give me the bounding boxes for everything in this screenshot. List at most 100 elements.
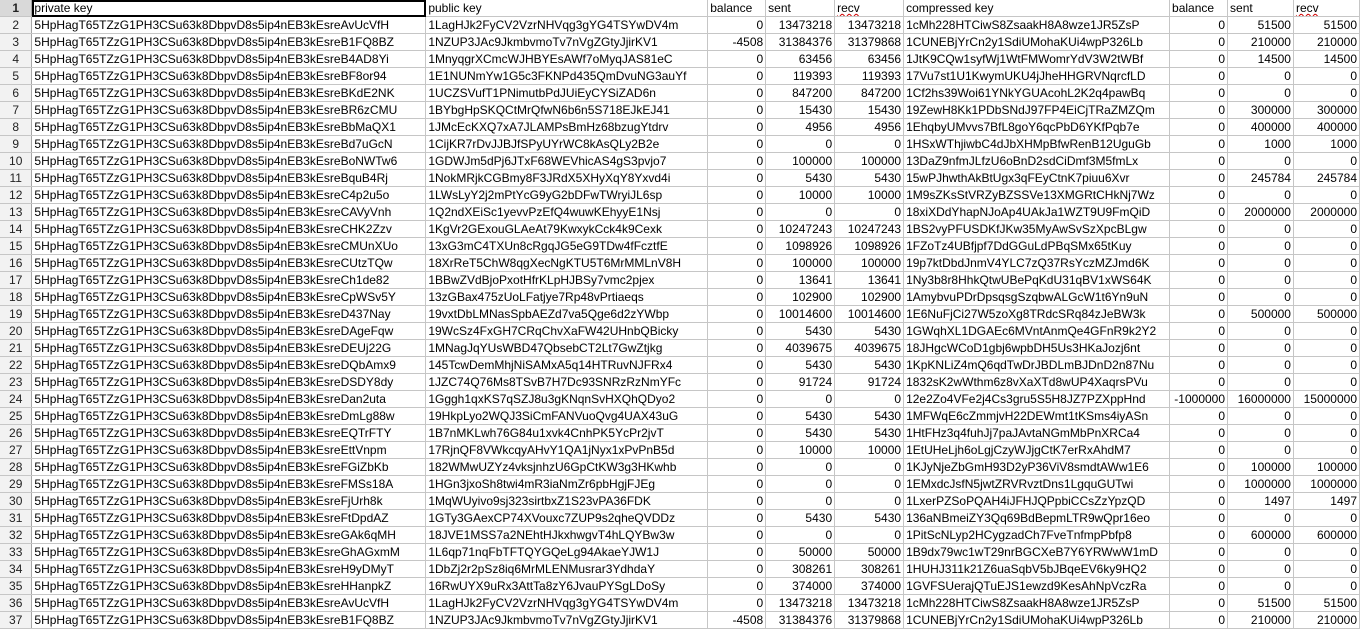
row-number[interactable]: 32 xyxy=(0,526,33,544)
public-key-cell[interactable]: 1LWsLyY2j2mPtYcG9yG2bDFwTWryiJL6sp xyxy=(425,186,709,204)
compressed-sent-cell[interactable]: 1497 xyxy=(1227,492,1294,510)
compressed-recv-cell[interactable]: 1000000 xyxy=(1293,475,1360,493)
compressed-balance-cell[interactable]: 0 xyxy=(1169,509,1229,527)
compressed-recv-cell[interactable]: 1000 xyxy=(1293,135,1360,153)
compressed-key-cell[interactable]: 1832sK2wWthm6z8vXaXTd8wUP4XaqrsPVu xyxy=(903,373,1171,391)
private-key-cell[interactable]: 5HpHagT65TZzG1PH3CSu63k8DbpvD8s5ip4nEB3k… xyxy=(31,305,427,323)
compressed-sent-cell[interactable]: 0 xyxy=(1227,543,1294,561)
compressed-balance-cell[interactable]: 0 xyxy=(1169,560,1229,578)
private-key-cell[interactable]: 5HpHagT65TZzG1PH3CSu63k8DbpvD8s5ip4nEB3k… xyxy=(31,152,427,170)
compressed-recv-cell[interactable]: 2000000 xyxy=(1293,203,1360,221)
public-key-cell[interactable]: 182WMwUZYz4vksjnhzU6GpCtKW3g3HKwhb xyxy=(425,458,709,476)
compressed-balance-cell[interactable]: 0 xyxy=(1169,288,1229,306)
public-key-cell[interactable]: 17RjnQF8VWkcqyAHvY1QA1jNyx1xPvPnB5d xyxy=(425,441,709,459)
compressed-key-cell[interactable]: 1HtFHz3q4fuhJj7paJAvtaNGmMbPnXRCa4 xyxy=(903,424,1171,442)
compressed-balance-cell[interactable]: 0 xyxy=(1169,407,1229,425)
compressed-key-cell[interactable]: 1AmybvuPDrDpsqsgSzqbwALGcW1t6Yn9uN xyxy=(903,288,1171,306)
private-key-cell[interactable]: 5HpHagT65TZzG1PH3CSu63k8DbpvD8s5ip4nEB3k… xyxy=(31,492,427,510)
compressed-balance-cell[interactable]: 0 xyxy=(1169,271,1229,289)
compressed-recv-cell[interactable]: 0 xyxy=(1293,356,1360,374)
row-number[interactable]: 8 xyxy=(0,118,33,136)
compressed-key-cell[interactable]: 12e2Zo4VFe2j4Cs3gru5S5H8JZ7PZXppHnd xyxy=(903,390,1171,408)
private-key-cell[interactable]: 5HpHagT65TZzG1PH3CSu63k8DbpvD8s5ip4nEB3k… xyxy=(31,50,427,68)
private-key-cell[interactable]: 5HpHagT65TZzG1PH3CSu63k8DbpvD8s5ip4nEB3k… xyxy=(31,16,427,34)
compressed-sent-cell[interactable]: 51500 xyxy=(1227,594,1294,612)
balance-cell[interactable]: 0 xyxy=(707,543,767,561)
private-key-cell[interactable]: 5HpHagT65TZzG1PH3CSu63k8DbpvD8s5ip4nEB3k… xyxy=(31,118,427,136)
sent-cell[interactable]: 1098926 xyxy=(765,237,836,255)
row-number[interactable]: 25 xyxy=(0,407,33,425)
compressed-recv-cell[interactable]: 15000000 xyxy=(1293,390,1360,408)
sent-cell[interactable]: 4039675 xyxy=(765,339,836,357)
row-number[interactable]: 35 xyxy=(0,577,33,595)
compressed-recv-cell[interactable]: 0 xyxy=(1293,254,1360,272)
recv-cell[interactable]: 308261 xyxy=(834,560,905,578)
balance-cell[interactable]: 0 xyxy=(707,594,767,612)
recv-cell[interactable]: 13473218 xyxy=(834,594,905,612)
public-key-cell[interactable]: 1LagHJk2FyCV2VzrNHVqg3gYG4TSYwDV4m xyxy=(425,594,709,612)
compressed-key-cell[interactable]: 18xiXDdYhapNJoAp4UAkJa1WZT9U9FmQiD xyxy=(903,203,1171,221)
sent-cell[interactable]: 374000 xyxy=(765,577,836,595)
balance-cell[interactable]: 0 xyxy=(707,526,767,544)
private-key-cell[interactable]: 5HpHagT65TZzG1PH3CSu63k8DbpvD8s5ip4nEB3k… xyxy=(31,390,427,408)
recv-cell[interactable]: 91724 xyxy=(834,373,905,391)
recv-cell[interactable]: 13473218 xyxy=(834,16,905,34)
public-key-cell[interactable]: 1BBwZVdBjoPxotHfrKLpHJBSy7vmc2pjex xyxy=(425,271,709,289)
private-key-cell[interactable]: 5HpHagT65TZzG1PH3CSu63k8DbpvD8s5ip4nEB3k… xyxy=(31,339,427,357)
compressed-key-cell[interactable]: 1E6NuFjCi27W5zoXg8TRdcSRq84zJeBW3k xyxy=(903,305,1171,323)
compressed-sent-cell[interactable]: 0 xyxy=(1227,237,1294,255)
compressed-sent-cell[interactable]: 245784 xyxy=(1227,169,1294,187)
row-number[interactable]: 24 xyxy=(0,390,33,408)
recv-cell[interactable]: 100000 xyxy=(834,254,905,272)
sent-cell[interactable]: 847200 xyxy=(765,84,836,102)
sent-cell[interactable]: 308261 xyxy=(765,560,836,578)
compressed-key-cell[interactable]: 1cMh228HTCiwS8ZsaakH8A8wze1JR5ZsP xyxy=(903,16,1171,34)
compressed-recv-cell[interactable]: 0 xyxy=(1293,237,1360,255)
public-key-cell[interactable]: 1L6qp71nqFbTFTQYGQeLg94AkaeYJW1J xyxy=(425,543,709,561)
public-key-cell[interactable]: 1Q2ndXEiSc1yevvPzEfQ4wuwKEhyyE1Nsj xyxy=(425,203,709,221)
balance-cell[interactable]: 0 xyxy=(707,118,767,136)
column-header-compressed-key[interactable]: compressed key xyxy=(903,0,1171,17)
sent-cell[interactable]: 119393 xyxy=(765,67,836,85)
recv-cell[interactable]: 4039675 xyxy=(834,339,905,357)
sent-cell[interactable]: 10000 xyxy=(765,186,836,204)
public-key-cell[interactable]: 1MqWUyivo9sj323sirtbxZ1S23vPA36FDK xyxy=(425,492,709,510)
balance-cell[interactable]: 0 xyxy=(707,492,767,510)
balance-cell[interactable]: 0 xyxy=(707,475,767,493)
recv-cell[interactable]: 847200 xyxy=(834,84,905,102)
compressed-sent-cell[interactable]: 0 xyxy=(1227,339,1294,357)
private-key-cell[interactable]: 5HpHagT65TZzG1PH3CSu63k8DbpvD8s5ip4nEB3k… xyxy=(31,407,427,425)
sent-cell[interactable]: 4956 xyxy=(765,118,836,136)
row-number[interactable]: 15 xyxy=(0,237,33,255)
compressed-balance-cell[interactable]: 0 xyxy=(1169,305,1229,323)
compressed-recv-cell[interactable]: 0 xyxy=(1293,84,1360,102)
recv-cell[interactable]: 5430 xyxy=(834,356,905,374)
compressed-balance-cell[interactable]: 0 xyxy=(1169,458,1229,476)
recv-cell[interactable]: 50000 xyxy=(834,543,905,561)
compressed-key-cell[interactable]: 19ZewH8Kk1PDbSNdJ97FP4EiCjTRaZMZQm xyxy=(903,101,1171,119)
compressed-recv-cell[interactable]: 210000 xyxy=(1293,33,1360,51)
recv-cell[interactable]: 31379868 xyxy=(834,33,905,51)
compressed-recv-cell[interactable]: 245784 xyxy=(1293,169,1360,187)
recv-cell[interactable]: 0 xyxy=(834,203,905,221)
sent-cell[interactable]: 10014600 xyxy=(765,305,836,323)
public-key-cell[interactable]: 1Gggh1qxKS7qSZJ8u3gKNqnSvHXQhQDyo2 xyxy=(425,390,709,408)
private-key-cell[interactable]: 5HpHagT65TZzG1PH3CSu63k8DbpvD8s5ip4nEB3k… xyxy=(31,356,427,374)
compressed-balance-cell[interactable]: 0 xyxy=(1169,611,1229,629)
compressed-balance-cell[interactable]: 0 xyxy=(1169,84,1229,102)
private-key-cell[interactable]: 5HpHagT65TZzG1PH3CSu63k8DbpvD8s5ip4nEB3k… xyxy=(31,509,427,527)
recv-cell[interactable]: 5430 xyxy=(834,424,905,442)
row-number[interactable]: 3 xyxy=(0,33,33,51)
compressed-sent-cell[interactable]: 0 xyxy=(1227,220,1294,238)
compressed-sent-cell[interactable]: 0 xyxy=(1227,577,1294,595)
row-number[interactable]: 19 xyxy=(0,305,33,323)
column-header-balance[interactable]: balance xyxy=(707,0,767,17)
compressed-sent-cell[interactable]: 0 xyxy=(1227,441,1294,459)
compressed-sent-cell[interactable]: 0 xyxy=(1227,322,1294,340)
sent-cell[interactable]: 13473218 xyxy=(765,594,836,612)
row-number[interactable]: 23 xyxy=(0,373,33,391)
sent-cell[interactable]: 0 xyxy=(765,492,836,510)
compressed-recv-cell[interactable]: 0 xyxy=(1293,322,1360,340)
public-key-cell[interactable]: 1GDWJm5dPj6JTxF68WEVhicAS4gS3pvjo7 xyxy=(425,152,709,170)
